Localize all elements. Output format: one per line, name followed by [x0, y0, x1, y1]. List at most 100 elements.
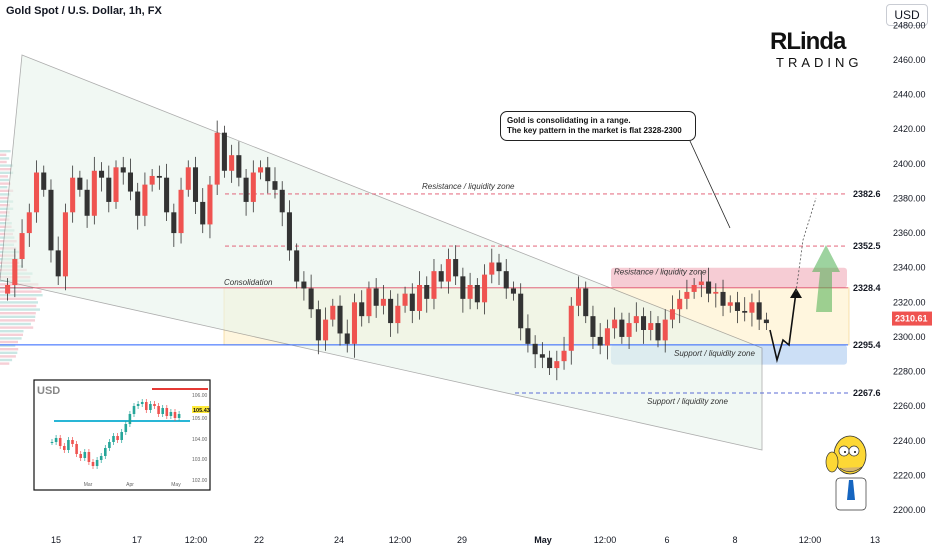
candle-body: [106, 178, 111, 202]
usd-inset: USD 106.00105.00104.00103.00102.00105.43M…: [34, 380, 210, 490]
inset-candle: [166, 408, 169, 416]
volume-profile-bar: [0, 308, 40, 310]
inset-candle: [170, 412, 173, 416]
candle-body: [518, 294, 523, 329]
y-tick-label: 2200.00: [893, 505, 926, 515]
brand-logo: RLinda TRADING: [768, 28, 864, 74]
inset-candle: [79, 454, 82, 458]
y-tick-label: 2280.00: [893, 367, 926, 377]
inset-candle: [137, 404, 140, 406]
candle-body: [56, 250, 61, 276]
volume-profile-bar: [0, 154, 6, 156]
x-tick-label: 8: [732, 535, 737, 545]
inset-y-tick: 104.00: [192, 437, 208, 443]
inset-last-value: 105.43: [193, 408, 210, 414]
candle-body: [605, 328, 610, 345]
inset-candle: [59, 438, 62, 446]
candle-body: [337, 306, 342, 334]
inset-x-tick: May: [171, 482, 181, 488]
volume-profile-bar: [0, 301, 38, 303]
candle-body: [562, 351, 567, 361]
inset-x-tick: Mar: [84, 482, 93, 488]
candle-body: [135, 192, 140, 216]
candle-body: [670, 309, 675, 319]
inset-title: USD: [37, 385, 60, 397]
volume-profile-bar: [0, 157, 9, 159]
candle-body: [742, 311, 747, 313]
annotation-line-1: Gold is consolidating in a range.: [507, 116, 689, 126]
volume-profile-bar: [0, 179, 9, 181]
candle-body: [388, 299, 393, 323]
candle-body: [92, 171, 97, 216]
candle-body: [475, 285, 480, 302]
candle-body: [677, 299, 682, 309]
inset-candle: [174, 412, 177, 418]
candle-body: [598, 337, 603, 346]
character-pupil: [844, 451, 846, 453]
inset-candle: [133, 406, 136, 414]
inset-candle: [71, 440, 74, 444]
volume-profile-bar: [0, 330, 24, 332]
inset-candle: [75, 444, 78, 454]
y-tick-label: 2320.00: [893, 297, 926, 307]
volume-profile-bar: [0, 150, 11, 152]
volume-profile-bar: [0, 355, 16, 357]
candle-body: [576, 288, 581, 305]
candle-body: [48, 190, 53, 251]
inset-candle: [88, 452, 91, 462]
candle-body: [215, 133, 220, 185]
inset-candle: [51, 442, 54, 443]
candle-body: [424, 285, 429, 299]
candle-body: [627, 323, 632, 337]
x-tick-label: 24: [334, 535, 344, 545]
inset-candle: [153, 404, 156, 406]
candle-body: [533, 344, 538, 354]
inset-candle: [120, 432, 123, 440]
inset-candle: [178, 414, 181, 418]
inset-candle: [112, 436, 115, 442]
candle-body: [294, 250, 299, 281]
candle-body: [489, 263, 494, 275]
annotation-line-2: The key pattern in the market is flat 23…: [507, 126, 689, 136]
x-tick-label: 17: [132, 535, 142, 545]
volume-profile-bar: [0, 197, 8, 199]
candle-body: [164, 178, 169, 213]
candle-body: [70, 178, 75, 213]
candle-body: [663, 320, 668, 341]
character-hand: [826, 452, 838, 472]
inset-candle: [100, 456, 103, 460]
candle-body: [757, 302, 762, 319]
y-tick-label: 2260.00: [893, 401, 926, 411]
candle-body: [547, 358, 552, 368]
candle-body: [85, 190, 90, 216]
inset-candle: [67, 440, 70, 450]
candle-body: [12, 259, 17, 285]
x-tick-label: 12:00: [594, 535, 617, 545]
candle-body: [417, 285, 422, 311]
candle-body: [157, 176, 162, 178]
volume-profile-bar: [0, 316, 35, 318]
candle-body: [179, 190, 184, 233]
volume-profile-bar: [0, 359, 12, 361]
y-tick-label: 2420.00: [893, 124, 926, 134]
candle-body: [150, 176, 155, 185]
candle-body: [569, 306, 574, 351]
candle-body: [583, 288, 588, 316]
candle-body: [222, 133, 227, 171]
inset-y-tick: 105.00: [192, 416, 208, 422]
y-tick-label: 2480.00: [893, 20, 926, 30]
y-tick-label: 2460.00: [893, 55, 926, 65]
candle-body: [352, 302, 357, 344]
candle-body: [309, 288, 314, 309]
candle-body: [381, 299, 386, 306]
annotation-callout: Gold is consolidating in a range. The ke…: [500, 111, 696, 141]
candle-body: [171, 212, 176, 233]
inset-candle: [141, 402, 144, 404]
cartoon-character: [826, 436, 866, 510]
inset-y-tick: 103.00: [192, 457, 208, 463]
candle-body: [655, 323, 660, 340]
x-tick-label: 12:00: [389, 535, 412, 545]
candle-body: [301, 282, 306, 289]
y-tick-label: 2240.00: [893, 436, 926, 446]
